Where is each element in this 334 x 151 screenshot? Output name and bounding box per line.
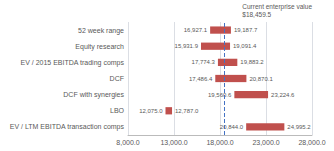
svg-text:DCF with synergies: DCF with synergies: [63, 91, 124, 99]
svg-text:19,560.6: 19,560.6: [208, 92, 232, 98]
svg-text:8,000.0: 8,000.0: [116, 139, 139, 146]
svg-text:$18,459.5: $18,459.5: [242, 11, 271, 18]
svg-text:Current enterprise value: Current enterprise value: [242, 3, 312, 11]
svg-text:17,774.3: 17,774.3: [192, 59, 216, 65]
svg-text:Equity research: Equity research: [75, 43, 124, 51]
svg-text:19,883.2: 19,883.2: [240, 59, 264, 65]
svg-text:19,187.7: 19,187.7: [234, 27, 258, 33]
svg-text:23,000.0: 23,000.0: [252, 139, 279, 146]
svg-text:52 week range: 52 week range: [78, 27, 124, 35]
svg-text:DCF: DCF: [110, 75, 124, 82]
svg-text:12,787.0: 12,787.0: [175, 108, 199, 114]
svg-text:16,927.1: 16,927.1: [184, 27, 208, 33]
svg-text:12,075.0: 12,075.0: [139, 108, 163, 114]
svg-text:EV / 2015 EBITDA trading comps: EV / 2015 EBITDA trading comps: [21, 59, 125, 67]
svg-text:20,844.0: 20,844.0: [220, 124, 244, 130]
svg-text:18,000.0: 18,000.0: [206, 139, 233, 146]
svg-text:19,091.4: 19,091.4: [233, 43, 257, 49]
svg-text:EV / LTM EBITDA transaction co: EV / LTM EBITDA transaction comps: [10, 123, 125, 131]
svg-text:LBO: LBO: [110, 107, 125, 114]
svg-text:15,931.9: 15,931.9: [175, 43, 199, 49]
svg-text:23,224.6: 23,224.6: [271, 92, 295, 98]
svg-text:20,870.1: 20,870.1: [249, 76, 273, 82]
svg-text:28,000.0: 28,000.0: [298, 139, 325, 146]
svg-text:17,486.4: 17,486.4: [189, 76, 213, 82]
svg-text:13,000.0: 13,000.0: [160, 139, 187, 146]
svg-text:24,995.2: 24,995.2: [287, 124, 311, 130]
